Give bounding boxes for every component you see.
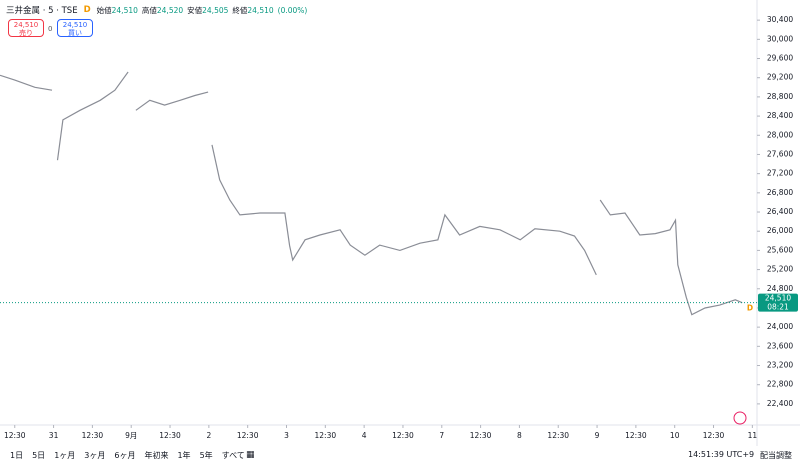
range-button[interactable]: 5日 [32,451,46,460]
range-button[interactable]: 1ヶ月 [54,451,76,460]
range-button[interactable]: 年初来 [144,451,169,460]
x-tick-label: 12:30 [392,431,414,440]
y-tick-label: 24,800 [767,284,793,293]
x-tick-label: 12:30 [237,431,259,440]
y-tick-label: 23,200 [767,361,793,370]
ohlc-change: (0.00%) [277,5,308,15]
y-tick-label: 22,800 [767,380,793,389]
range-bar: 1日 5日 1ヶ月 3ヶ月 6ヶ月 年初来 1年 5年 すべて [10,450,245,461]
adjust-button[interactable]: 配当調整 [760,451,792,460]
ohlc-label: 終値 [232,5,248,15]
y-tick-label: 28,400 [767,111,793,120]
x-tick-label: 2 [206,431,211,440]
y-tick-label: 23,600 [767,341,793,350]
y-tick-label: 28,000 [767,130,793,139]
alert-icon[interactable] [733,411,747,425]
y-tick-label: 24,000 [767,322,793,331]
range-button[interactable]: 5年 [199,451,213,460]
x-tick-label: 9 [595,431,600,440]
sell-label: 売り [19,29,33,37]
range-button[interactable]: 3ヶ月 [84,451,106,460]
y-tick-label: 25,600 [767,245,793,254]
ohlc-label: 始値 [96,5,112,15]
x-tick-label: 11 [748,431,758,440]
ohlc-value: 24,510 [111,5,138,15]
symbol[interactable]: 三井金属 · 5 · TSE [6,6,78,16]
chart: 30,400 30,000 29,600 29,200 28,800 28,400 28,0… [0,0,800,446]
price-tag-label: 24,510 [765,294,791,303]
price-tag [758,293,798,312]
spread: 0 [48,25,53,33]
y-tick-label: 30,400 [767,15,793,24]
calendar-icon[interactable]: ▦ [246,450,255,460]
interval-badge: D [83,5,91,15]
x-tick-label: 7 [439,431,444,440]
ohlc-value: 24,510 [247,5,274,15]
y-tick-label: 26,400 [767,207,793,216]
header: 三井金属 · 5 · TSE D 始値24,510 高値24,520 安値24,50… [6,4,307,16]
range-button[interactable]: 6ヶ月 [114,451,136,460]
x-tick-label: 8 [517,431,522,440]
y-tick-label: 26,000 [767,226,793,235]
x-tick-label: 4 [362,431,367,440]
x-tick-label: 3 [284,431,289,440]
y-tick-label: 22,400 [767,399,793,408]
ohlc: 始値24,510 高値24,520 安値24,505 終値24,510 (0.00%) [97,5,308,16]
ohlc-value: 24,520 [156,5,184,15]
buy-price: 24,510 [62,21,88,29]
y-tick-label: 27,600 [767,149,793,158]
x-tick-label: 12:30 [315,431,337,440]
buy-label: 買い [68,29,82,37]
x-tick-label: 31 [49,431,59,440]
x-tick-label: 10 [670,431,680,440]
x-tick-label: 9月 [125,431,137,440]
y-tick-label: 28,800 [767,92,793,101]
ohlc-label: 高値 [141,5,157,15]
y-tick-label: 25,200 [767,265,793,274]
x-tick-label: 12:30 [82,431,104,440]
dividend-marker: D [747,304,753,313]
range-button[interactable]: すべて [221,451,245,460]
y-tick-label: 30,000 [767,34,793,43]
y-tick-label: 26,800 [767,188,793,197]
x-tick-label: 12:30 [547,431,569,440]
countdown: 08:21 [767,303,789,312]
range-button[interactable]: 1年 [177,451,191,460]
y-tick-label: 29,600 [767,54,793,63]
y-tick-label: 29,200 [767,73,793,82]
sell-button[interactable]: 24,510 売り [8,19,44,37]
y-tick-label: 27,200 [767,169,793,178]
x-tick-label: 12:30 [4,431,26,440]
ohlc-label: 安値 [187,5,203,15]
buy-button[interactable]: 24,510 買い [57,19,93,37]
x-tick-label: 12:30 [159,431,181,440]
price-line [0,71,743,316]
ohlc-value: 24,505 [202,5,229,15]
range-button[interactable]: 1日 [10,451,24,460]
clock: 14:51:39 UTC+9 [688,450,755,459]
x-tick-label: 12:30 [703,431,725,440]
sell-price: 24,510 [13,21,39,29]
x-tick-label: 12:30 [625,431,647,440]
x-tick-label: 12:30 [470,431,492,440]
